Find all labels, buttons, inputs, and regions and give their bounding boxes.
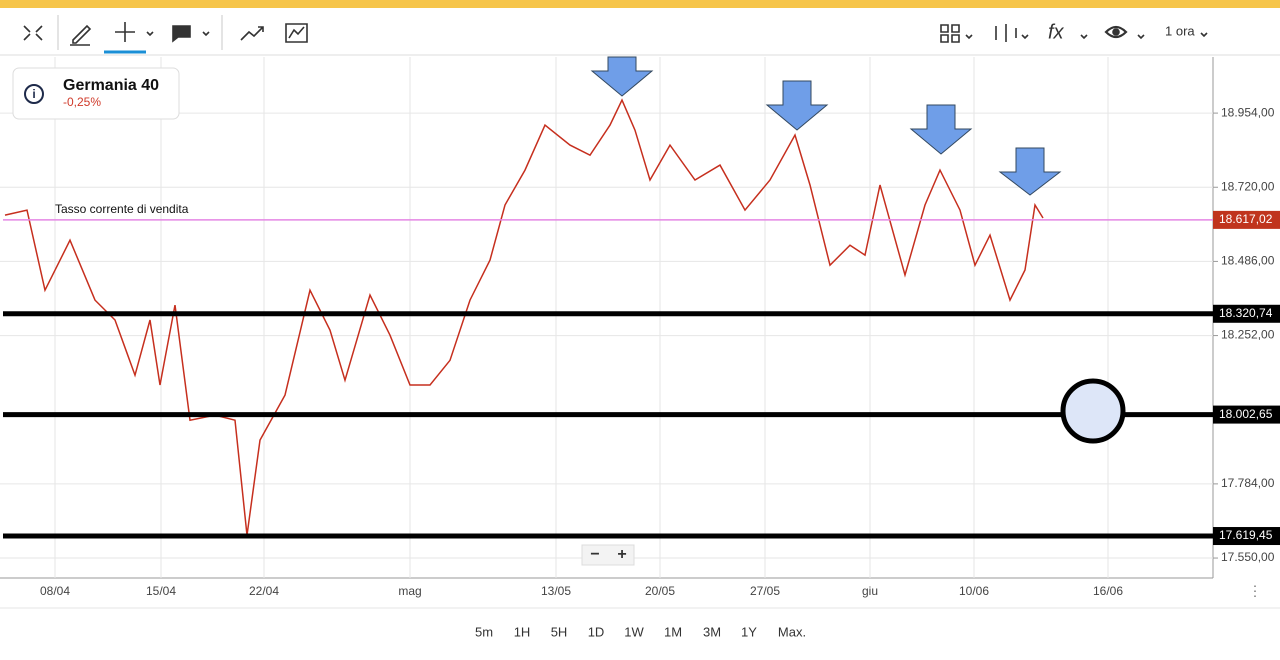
y-tick-label: 18.486,00 [1221,254,1275,268]
more-menu[interactable]: ⋮ [1248,583,1262,599]
info-icon[interactable] [24,84,44,104]
x-tick-label: 16/06 [1093,584,1123,598]
period-button[interactable]: 3M [703,624,721,639]
x-tick-label: 27/05 [750,584,780,598]
arrow [998,147,1062,196]
info-icon-i: i [32,87,35,101]
indicator-icon[interactable] [285,23,308,43]
y-tick-label: 17.550,00 [1221,550,1275,564]
candle-icon[interactable] [995,24,1017,42]
y-tick-label: 17.784,00 [1221,476,1275,490]
x-tick-label: mag [398,584,421,598]
level-label: 17.619,45 [1219,528,1273,542]
period-button[interactable]: 1M [664,624,682,639]
trend-icon[interactable] [240,26,264,41]
x-tick-label: 22/04 [249,584,279,598]
collapse-icon[interactable] [23,25,43,41]
toolbar: fx [23,15,1208,54]
fx-icon[interactable]: fx [1048,21,1065,43]
instrument-change: -0,25% [63,95,101,109]
eye-pupil [1112,28,1120,36]
period-button[interactable]: 5m [475,624,493,639]
arrow [590,56,654,97]
level-label: 18.002,65 [1219,407,1273,421]
instrument-name: Germania 40 [63,77,159,94]
circle-marker [1060,378,1126,444]
period-button[interactable]: 1H [514,624,531,639]
dropdown[interactable] [965,34,973,40]
x-tick-label: 10/06 [959,584,989,598]
arrow [909,104,973,155]
annotations [590,56,1062,196]
zoom-in[interactable]: + [617,546,626,563]
x-tick-label: 15/04 [146,584,176,598]
dropdown[interactable] [202,31,210,37]
y-tick-label: 18.720,00 [1221,179,1275,193]
period-button[interactable]: 1Y [741,624,757,639]
zoom-out[interactable]: − [590,546,599,563]
dropdown[interactable] [1080,34,1088,40]
level-label: 18.320,74 [1219,306,1273,320]
layout-icon[interactable] [940,24,960,43]
period-button[interactable]: 5H [551,624,568,639]
y-tick-label: 18.954,00 [1221,105,1275,119]
y-tick-label: 18.252,00 [1221,328,1275,342]
level-tag [1213,210,1280,229]
level-tag [1213,527,1280,546]
dropdown[interactable] [146,31,154,37]
grid [0,57,1218,578]
dropdown[interactable] [1137,34,1145,40]
instrument-card[interactable] [12,67,180,120]
arrow [765,80,829,131]
comment-icon[interactable] [172,25,191,43]
plot [3,98,1213,539]
dropdown[interactable] [1200,32,1208,38]
period-bar: 5m 1H 5H 1D 1W 1M 3M 1Y Max. [475,624,806,639]
pencil-icon[interactable] [70,24,92,46]
level-tag [1213,405,1280,424]
x-tick-label: giu [862,584,878,598]
dropdown[interactable] [1021,34,1029,40]
top-bar [0,0,1280,8]
period-button[interactable]: 1W [624,624,644,639]
x-tick-label: 13/05 [541,584,571,598]
level-tag [1213,304,1280,323]
price-line [4,98,1044,536]
level-label: 18.617,02 [1219,212,1273,226]
period-button[interactable]: 1D [588,624,605,639]
period-button[interactable]: Max. [778,624,806,639]
eye-icon[interactable] [1104,25,1128,39]
x-tick-label: 08/04 [40,584,70,598]
current-rate-label: Tasso corrente di vendita [55,202,189,216]
crosshair-icon[interactable] [115,22,135,42]
x-tick-label: 20/05 [645,584,675,598]
zoom-control [581,544,635,566]
timeframe[interactable]: 1 ora [1165,23,1195,38]
